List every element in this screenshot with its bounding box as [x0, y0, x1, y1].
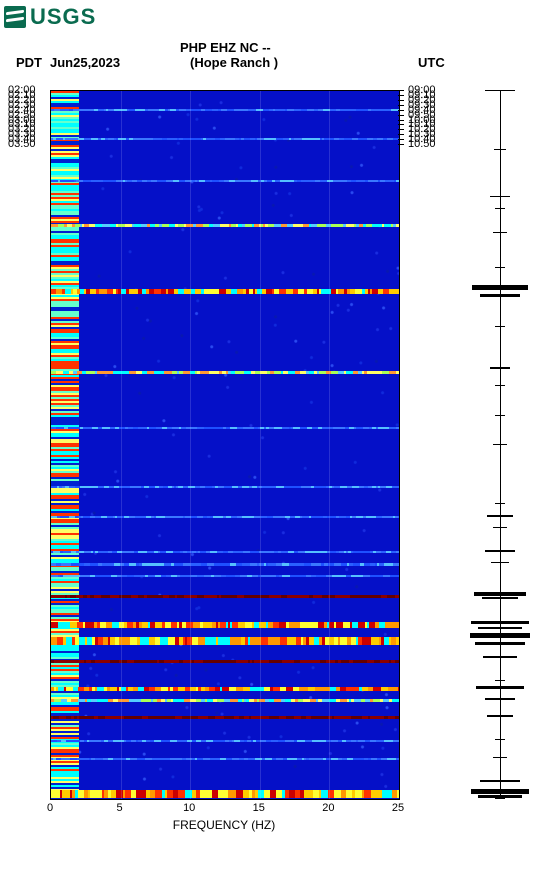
x-tick: 10 [183, 802, 195, 814]
x-tick: 0 [47, 802, 53, 814]
x-tick: 25 [392, 802, 404, 814]
usgs-logo-text: USGS [30, 4, 96, 30]
x-axis-label: FREQUENCY (HZ) [173, 818, 275, 832]
x-tick: 15 [253, 802, 265, 814]
x-tick: 20 [322, 802, 334, 814]
spectrogram-plot [50, 90, 400, 800]
seismogram-trace [470, 90, 530, 798]
date-label: Jun25,2023 [50, 55, 120, 70]
plot-title-line2: (Hope Ranch ) [190, 55, 278, 70]
plot-title-line1: PHP EHZ NC -- [180, 40, 271, 55]
usgs-wave-icon [4, 6, 26, 28]
utc-label: UTC [418, 55, 445, 70]
y-right-tick: 10:50 [408, 138, 436, 150]
pdt-label: PDT [16, 55, 42, 70]
y-left-tick: 03:50 [8, 138, 36, 150]
usgs-logo: USGS [4, 4, 96, 30]
x-tick: 5 [117, 802, 123, 814]
